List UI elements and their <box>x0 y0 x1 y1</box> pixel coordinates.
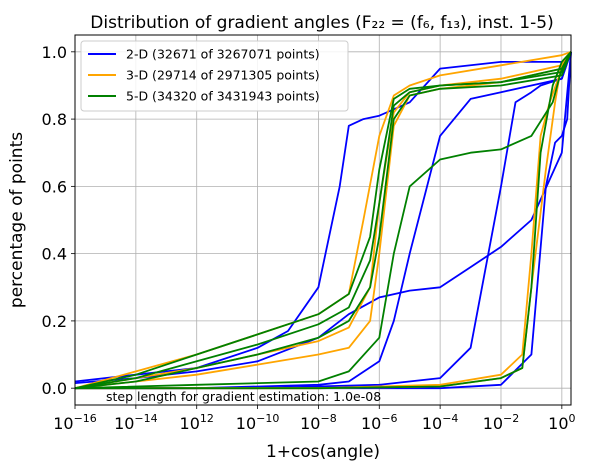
y-tick-label: 0.4 <box>42 245 67 264</box>
y-tick-label: 1.0 <box>42 43 67 62</box>
x-tick-label: 10−2 <box>483 412 520 433</box>
x-axis-label: 1+cos(angle) <box>266 442 380 462</box>
series-3 <box>74 51 572 390</box>
x-tick-label: 1012 <box>180 412 214 433</box>
x-tick-label: 10−14 <box>114 412 158 433</box>
chart-title: Distribution of gradient angles (F₂₂ = (… <box>90 13 553 33</box>
series-group <box>74 50 572 390</box>
y-tick-label: 0.8 <box>42 110 67 129</box>
x-tick-label: 10−16 <box>53 412 97 433</box>
x-tick-label: 100 <box>548 412 575 433</box>
series-line <box>75 51 572 390</box>
series-line <box>74 54 572 383</box>
y-tick-label: 0.6 <box>42 177 67 196</box>
series-line <box>75 51 572 390</box>
x-tick-label: 10−8 <box>300 412 337 433</box>
legend: 2-D (32671 of 3267071 points) 3-D (29714 … <box>80 40 349 112</box>
grid <box>74 35 571 405</box>
x-tick-label: 10−6 <box>361 412 398 433</box>
y-axis-label: percentage of points <box>7 132 27 308</box>
x-tick-label: 10−10 <box>236 412 280 433</box>
ticks: 10−16 10−14 1012 10−10 10−8 10−6 10−4 10−2 100 0.… <box>42 43 576 433</box>
y-tick-label: 0.2 <box>42 312 67 331</box>
step-length-annotation: step length for gradient estimation: 1.0… <box>106 389 381 404</box>
y-tick-label: 0.0 <box>42 379 67 398</box>
x-tick-label: 10−4 <box>422 412 459 433</box>
legend-label: 5-D (34320 of 3431943 points) <box>126 89 320 104</box>
legend-label: 3-D (29714 of 2971305 points) <box>126 68 320 83</box>
plot-frame <box>74 34 572 406</box>
legend-label: 2-D (32671 of 3267071 points) <box>126 47 320 62</box>
series-line <box>74 51 572 384</box>
series-1 <box>74 51 572 390</box>
series-line <box>74 51 572 390</box>
series-line <box>74 51 572 390</box>
legend-box <box>80 40 349 112</box>
series-line <box>75 51 572 390</box>
